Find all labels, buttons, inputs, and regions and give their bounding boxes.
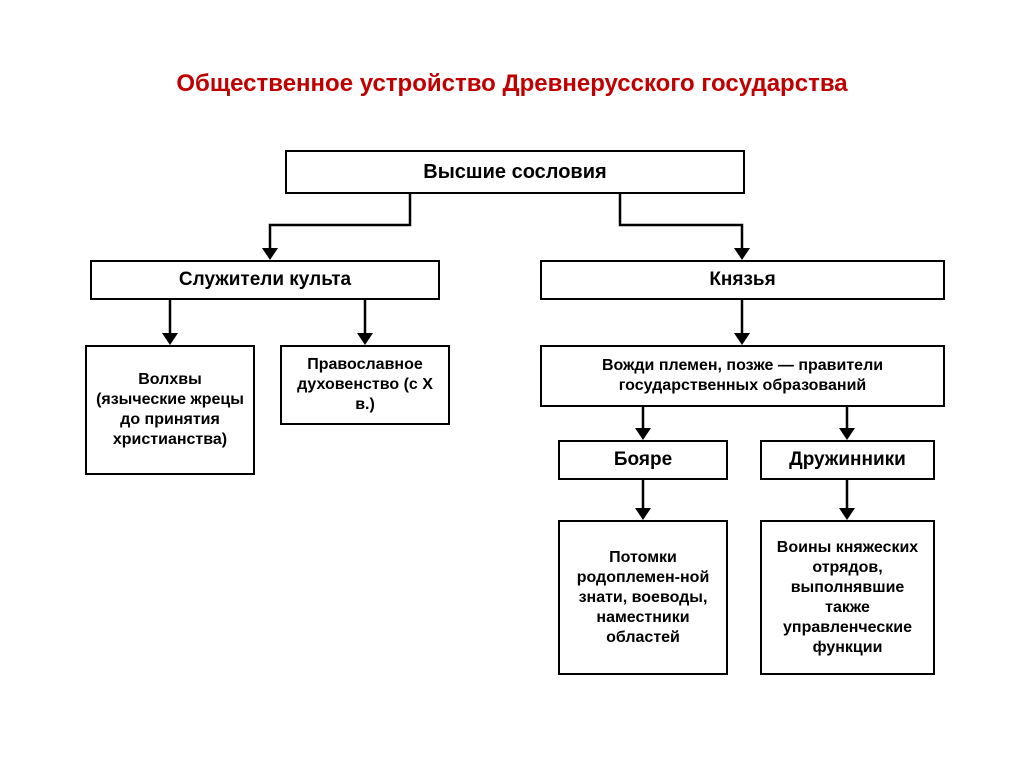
node-chiefs-label: Вожди племен, позже — правители государс…: [548, 356, 937, 396]
node-volkhvy-label: Волхвы (языческие жрецы до принятия хрис…: [93, 370, 247, 450]
node-orthodox-label: Православное духовенство (с X в.): [288, 355, 442, 415]
node-boyare-label: Бояре: [614, 448, 672, 472]
node-root: Высшие сословия: [285, 150, 745, 194]
node-warriors-label: Воины княжеских отрядов, выполнявшие так…: [768, 538, 927, 658]
node-chiefs: Вожди племен, позже — правители государс…: [540, 345, 945, 407]
node-druzhinniki: Дружинники: [760, 440, 935, 480]
page-title: Общественное устройство Древнерусского г…: [0, 70, 1024, 98]
node-descendants: Потомки родоплемен-ной знати, воеводы, н…: [558, 520, 728, 675]
node-orthodox: Православное духовенство (с X в.): [280, 345, 450, 425]
node-clergy-label: Служители культа: [179, 268, 351, 292]
node-warriors: Воины княжеских отрядов, выполнявшие так…: [760, 520, 935, 675]
node-clergy: Служители культа: [90, 260, 440, 300]
node-princes: Князья: [540, 260, 945, 300]
node-druzhinniki-label: Дружинники: [789, 448, 906, 472]
node-boyare: Бояре: [558, 440, 728, 480]
node-root-label: Высшие сословия: [423, 160, 606, 185]
node-volkhvy: Волхвы (языческие жрецы до принятия хрис…: [85, 345, 255, 475]
node-descendants-label: Потомки родоплемен-ной знати, воеводы, н…: [566, 548, 720, 648]
node-princes-label: Князья: [709, 268, 775, 292]
